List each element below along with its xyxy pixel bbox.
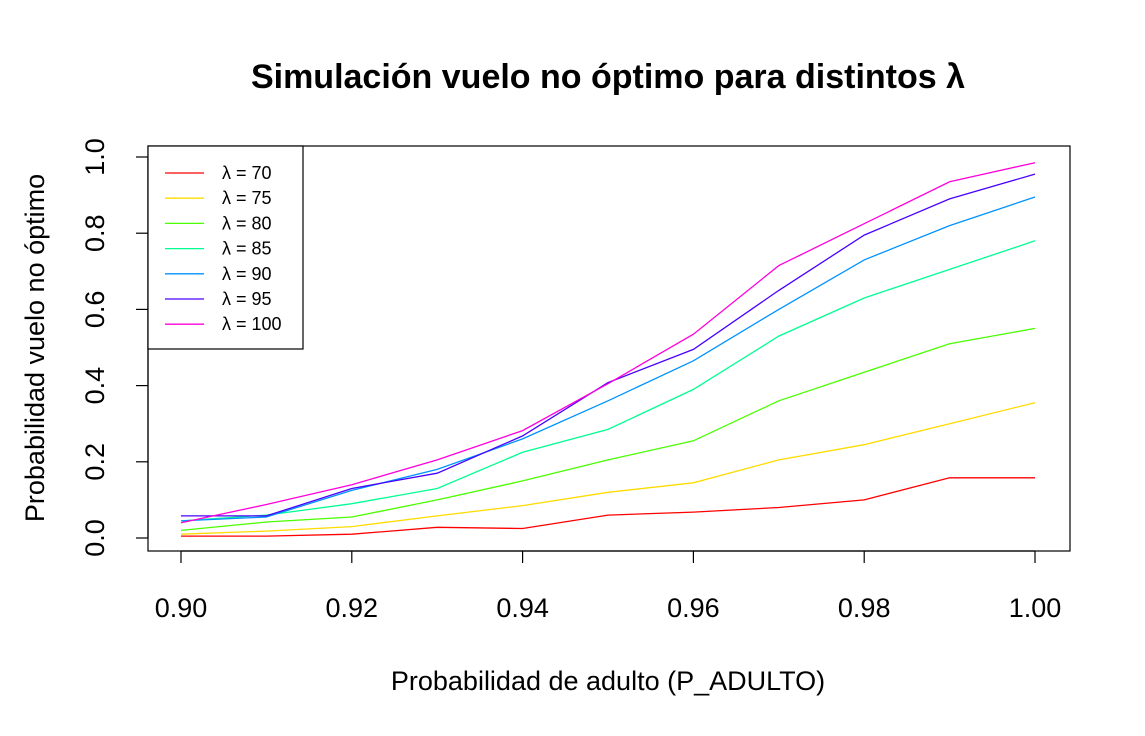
x-tick-label: 0.92 [326,593,379,623]
legend-entry-label: λ = 90 [222,264,272,284]
series-line [180,240,1036,522]
series-line [181,477,1035,537]
y-tick-label: 1.0 [80,138,110,176]
series-lines [180,162,1036,537]
legend-entry-label: λ = 95 [222,289,272,309]
x-tick-label: 0.90 [155,593,208,623]
x-tick-label: 0.98 [838,593,891,623]
legend-entry-label: λ = 85 [222,239,272,259]
legend-entry-label: λ = 75 [222,188,272,208]
series-line [180,162,1036,524]
x-tick-label: 1.00 [1009,593,1062,623]
y-axis-label: Probabilidad vuelo no óptimo [20,174,50,522]
y-tick-label: 0.4 [80,367,110,405]
series-line [180,402,1036,535]
y-tick-label: 0.6 [80,291,110,329]
legend-entry-label: λ = 70 [222,163,272,183]
chart-title: Simulación vuelo no óptimo para distinto… [251,58,965,96]
x-tick-label: 0.94 [496,593,549,623]
legend: λ = 70 λ = 75 λ = 80 λ = 85 λ = 90 λ = 95 λ = … [147,145,304,350]
y-axis: 0.0 0.2 0.4 0.6 0.8 1.0 [80,138,149,557]
y-tick-label: 0.2 [80,443,110,481]
series-line [180,196,1036,522]
y-tick-label: 0.0 [80,519,110,557]
legend-box [147,145,304,350]
x-axis: 0.90 0.92 0.94 0.96 0.98 1.00 [155,550,1062,623]
series-line [180,327,1036,532]
legend-entry-label: λ = 80 [222,213,272,233]
legend-entry-label: λ = 100 [222,314,282,334]
y-tick-label: 0.8 [80,214,110,252]
x-tick-label: 0.96 [667,593,720,623]
x-axis-label: Probabilidad de adulto (P_ADULTO) [391,666,825,696]
series-line [181,173,1036,517]
